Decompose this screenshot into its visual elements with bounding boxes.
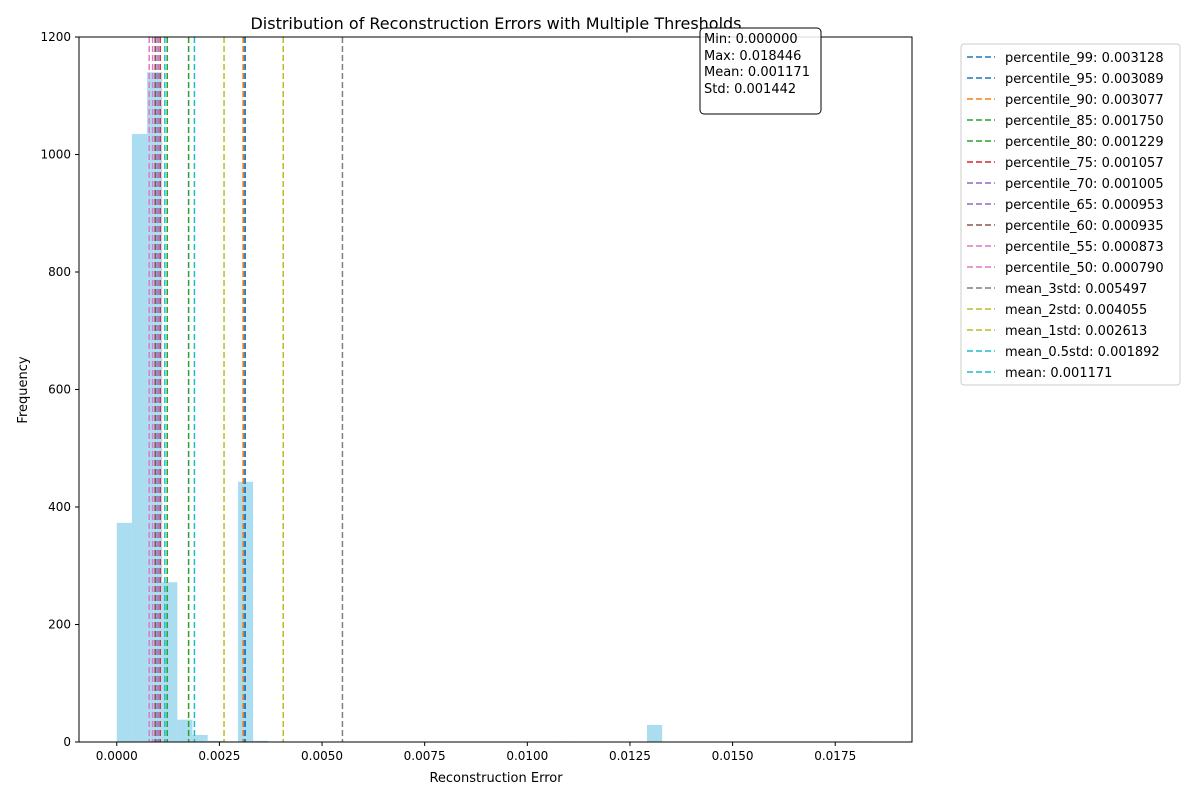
plot-frame <box>78 36 913 743</box>
y-tick-label-0: 0 <box>63 735 71 749</box>
histogram-bar-3 <box>162 582 178 742</box>
legend-label-13: mean_1std: 0.002613 <box>1005 324 1147 339</box>
x-tick-label-0: 0.0000 <box>96 749 138 763</box>
stats-box-frame <box>699 27 822 115</box>
histogram-bar-4 <box>177 719 193 742</box>
legend-label-15: mean: 0.001171 <box>1005 366 1112 381</box>
x-axis-ticks: 0.0000 0.0025 0.0050 0.0075 0.0100 0.0125 0.01… <box>96 742 856 763</box>
chart-title: Distribution of Reconstruction Errors wi… <box>250 14 741 33</box>
stats-std: Std: 0.001442 <box>704 82 796 97</box>
y-tick-label-3: 600 <box>48 383 71 397</box>
y-tick-label-2: 400 <box>48 500 71 514</box>
legend-frame <box>960 43 1181 386</box>
stats-min: Min: 0.000000 <box>704 32 798 47</box>
legend-label-0: percentile_99: 0.003128 <box>1005 51 1164 66</box>
y-tick-label-6: 1200 <box>40 30 71 44</box>
legend-label-5: percentile_75: 0.001057 <box>1005 156 1164 171</box>
x-tick-label-5: 0.0125 <box>609 749 651 763</box>
histogram-bar-1 <box>131 133 148 742</box>
histogram-bar-6 <box>207 740 223 742</box>
stats-max: Max: 0.018446 <box>704 49 801 64</box>
x-tick-label-3: 0.0075 <box>404 749 446 763</box>
histogram-bar-0 <box>116 522 132 742</box>
histogram-bar-11 <box>646 724 663 742</box>
stats-box: Min: 0.000000 Max: 0.018446 Mean: 0.0011… <box>699 27 822 115</box>
y-tick-label-1: 200 <box>48 618 71 632</box>
y-tick-label-5: 1000 <box>40 148 71 162</box>
legend-label-9: percentile_55: 0.000873 <box>1005 240 1164 255</box>
x-tick-label-2: 0.0050 <box>301 749 343 763</box>
legend-label-4: percentile_80: 0.001229 <box>1005 135 1164 150</box>
legend-label-7: percentile_65: 0.000953 <box>1005 198 1164 213</box>
legend-label-6: percentile_70: 0.001005 <box>1005 177 1164 192</box>
x-axis-label: Reconstruction Error <box>429 771 563 786</box>
legend-label-11: mean_3std: 0.005497 <box>1005 282 1147 297</box>
y-axis-label: Frequency <box>16 356 31 423</box>
legend-label-14: mean_0.5std: 0.001892 <box>1005 345 1160 360</box>
legend-label-3: percentile_85: 0.001750 <box>1005 114 1164 129</box>
x-tick-label-6: 0.0150 <box>712 749 754 763</box>
histogram-bar-8 <box>237 481 254 742</box>
legend-label-2: percentile_90: 0.003077 <box>1005 93 1164 108</box>
legend-label-1: percentile_95: 0.003089 <box>1005 72 1164 87</box>
x-tick-label-7: 0.0175 <box>814 749 856 763</box>
threshold-lines <box>148 37 344 742</box>
x-tick-label-1: 0.0025 <box>198 749 240 763</box>
stats-mean: Mean: 0.001171 <box>704 65 810 80</box>
y-axis-ticks: 0 200 400 600 800 1000 1200 <box>40 30 79 749</box>
legend-label-10: percentile_50: 0.000790 <box>1005 261 1164 276</box>
legend: percentile_99: 0.003128 percentile_95: 0.… <box>960 43 1181 386</box>
histogram-bar-5 <box>192 734 208 742</box>
legend-label-8: percentile_60: 0.000935 <box>1005 219 1164 234</box>
y-tick-label-4: 800 <box>48 265 71 279</box>
x-tick-label-4: 0.0100 <box>506 749 548 763</box>
histogram-bars <box>116 72 875 742</box>
histogram-bar-9 <box>253 740 269 742</box>
legend-label-12: mean_2std: 0.004055 <box>1005 303 1147 318</box>
